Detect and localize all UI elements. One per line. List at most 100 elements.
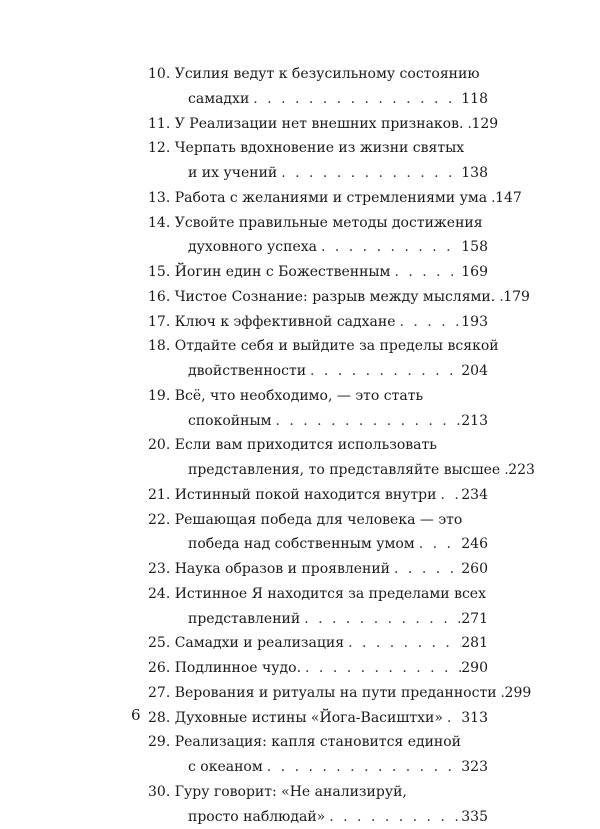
toc-entry-title: 19. Всё, что необходимо, — это стать: [148, 384, 423, 409]
toc-entry-page: 193: [461, 310, 488, 335]
toc-entry-number: 15.: [148, 264, 170, 280]
toc-entry-title: 21. Истинный покой находится внутри: [148, 483, 436, 508]
toc-entry-title: 23. Наука образов и проявлений: [148, 557, 390, 582]
toc-entry-line: с океаном323: [148, 755, 488, 780]
toc-entry-number: 29.: [148, 734, 170, 750]
dot-leader: [271, 409, 461, 434]
toc-entry-page: 260: [461, 557, 488, 582]
toc-entry-text: Чистое Сознание: разрыв между мыслями.: [175, 289, 495, 305]
toc-entry-title: 16. Чистое Сознание: разрыв между мыслям…: [148, 285, 495, 310]
toc-entry-number: 16.: [148, 289, 170, 305]
dot-leader: [249, 87, 461, 112]
toc-entry-title-continuation: спокойным: [188, 409, 271, 434]
toc-entry-text: самадхи: [188, 91, 249, 107]
dot-leader: [390, 260, 461, 285]
toc-entry-number: 25.: [148, 635, 170, 651]
toc-entry-line: просто наблюдай»335: [148, 805, 488, 829]
toc-entry-text: победа над собственным умом: [188, 536, 415, 552]
toc-entry-page: 179: [503, 285, 530, 310]
dot-leader: [317, 235, 461, 260]
dot-leader: [487, 186, 495, 211]
toc-entry-text: Всё, что необходимо, — это стать: [175, 388, 423, 404]
toc-entry-page: 138: [461, 161, 488, 186]
toc-entry-text: Работа с желаниями и стремлениями ума: [175, 190, 487, 206]
toc-entry-text: спокойным: [188, 413, 271, 429]
toc-entry-text: представления, то представляйте высшее: [188, 462, 500, 478]
toc-entry-page: 204: [461, 359, 488, 384]
toc-entry-text: духовного успеха: [188, 239, 317, 255]
toc-entry-text: Подлинное чудо.: [175, 660, 301, 676]
dot-leader: [495, 285, 503, 310]
toc-entry-title: 13. Работа с желаниями и стремлениями ум…: [148, 186, 487, 211]
toc-entry-line: 27. Верования и ритуалы на пути преданно…: [148, 681, 488, 706]
toc-entry-text: Решающая победа для человека — это: [175, 512, 463, 528]
toc-entry-title: 29. Реализация: капля становится единой: [148, 730, 461, 755]
toc-entry-title: 24. Истинное Я находится за пределами вс…: [148, 582, 486, 607]
toc-entry-title: 27. Верования и ритуалы на пути преданно…: [148, 681, 497, 706]
toc-entry-number: 28.: [148, 710, 170, 726]
toc-entry-title: 18. Отдайте себя и выйдите за пределы вс…: [148, 334, 499, 359]
toc-entry-line: представления, то представляйте высшее22…: [148, 458, 488, 483]
toc-entry-title: 28. Духовные истины «Йога-Васиштхи»: [148, 706, 443, 731]
toc-entry-line: духовного успеха 158: [148, 235, 488, 260]
toc-entry-title: 17. Ключ к эффективной садхане: [148, 310, 396, 335]
toc-entry-title: 26. Подлинное чудо.: [148, 656, 301, 681]
toc-entry-number: 18.: [148, 338, 170, 354]
toc-entry-text: Духовные истины «Йога-Васиштхи»: [175, 710, 443, 726]
toc-entry-page: 234: [461, 483, 488, 508]
table-of-contents: 10. Усилия ведут к безусильному состояни…: [148, 62, 488, 829]
toc-entry-line: 25. Самадхи и реализация281: [148, 631, 488, 656]
toc-entry-title-continuation: и их учений: [188, 161, 277, 186]
toc-entry-number: 17.: [148, 314, 170, 330]
toc-entry-page: 313: [461, 706, 488, 731]
toc-entry-text: Усвойте правильные методы достижения: [175, 215, 483, 231]
toc-entry-number: 20.: [148, 437, 170, 453]
toc-entry-page: 147: [495, 186, 522, 211]
toc-entry-line: 20. Если вам приходится использовать: [148, 433, 488, 458]
page-number: 6: [131, 706, 141, 724]
dot-leader: [500, 458, 508, 483]
toc-entry-number: 26.: [148, 660, 170, 676]
toc-entry-line: победа над собственным умом 246: [148, 532, 488, 557]
toc-entry-text: представлений: [188, 611, 300, 627]
toc-entry-line: двойственности 204: [148, 359, 488, 384]
toc-entry-title: 12. Черпать вдохновение из жизни святых: [148, 136, 464, 161]
toc-entry-line: 13. Работа с желаниями и стремлениями ум…: [148, 186, 488, 211]
toc-entry-title-continuation: просто наблюдай»: [188, 805, 325, 829]
toc-entry-page: 271: [461, 607, 488, 632]
toc-entry-text: с океаном: [188, 759, 263, 775]
dot-leader: [436, 483, 461, 508]
toc-entry-text: Наука образов и проявлений: [175, 561, 390, 577]
toc-entry-text: Если вам приходится использовать: [175, 437, 437, 453]
toc-entry-page: 169: [461, 260, 488, 285]
dot-leader: [300, 607, 461, 632]
toc-entry-text: Ключ к эффективной садхане: [175, 314, 396, 330]
toc-entry-page: 158: [461, 235, 488, 260]
toc-entry-page: 246: [461, 532, 488, 557]
toc-entry-line: 19. Всё, что необходимо, — это стать: [148, 384, 488, 409]
toc-entry-line: 12. Черпать вдохновение из жизни святых: [148, 136, 488, 161]
toc-entry-number: 27.: [148, 685, 170, 701]
toc-entry-title-continuation: представлений: [188, 607, 300, 632]
dot-leader: [306, 359, 461, 384]
toc-entry-title-continuation: представления, то представляйте высшее: [188, 458, 500, 483]
toc-entry-text: просто наблюдай»: [188, 809, 325, 825]
toc-entry-page: 213: [461, 409, 488, 434]
toc-entry-text: двойственности: [188, 363, 306, 379]
toc-entry-page: 290: [461, 656, 488, 681]
toc-entry-line: 11. У Реализации нет внешних признаков.1…: [148, 112, 488, 137]
toc-entry-text: Усилия ведут к безусильному состоянию: [175, 66, 480, 82]
toc-entry-line: 17. Ключ к эффективной садхане 193: [148, 310, 488, 335]
toc-entry-page: 118: [461, 87, 488, 112]
toc-entry-number: 11.: [148, 116, 170, 132]
toc-entry-title: 25. Самадхи и реализация: [148, 631, 344, 656]
toc-entry-title: 22. Решающая победа для человека — это: [148, 508, 462, 533]
toc-entry-text: Йогин един с Божественным: [175, 264, 391, 280]
dot-leader: [344, 631, 461, 656]
toc-entry-line: 30. Гуру говорит: «Не анализируй,: [148, 780, 488, 805]
toc-entry-title: 14. Усвойте правильные методы достижения: [148, 211, 483, 236]
dot-leader: [325, 805, 461, 829]
toc-entry-line: 15. Йогин един с Божественным 169: [148, 260, 488, 285]
toc-entry-line: 10. Усилия ведут к безусильному состояни…: [148, 62, 488, 87]
toc-entry-text: Отдайте себя и выйдите за пределы всякой: [175, 338, 499, 354]
